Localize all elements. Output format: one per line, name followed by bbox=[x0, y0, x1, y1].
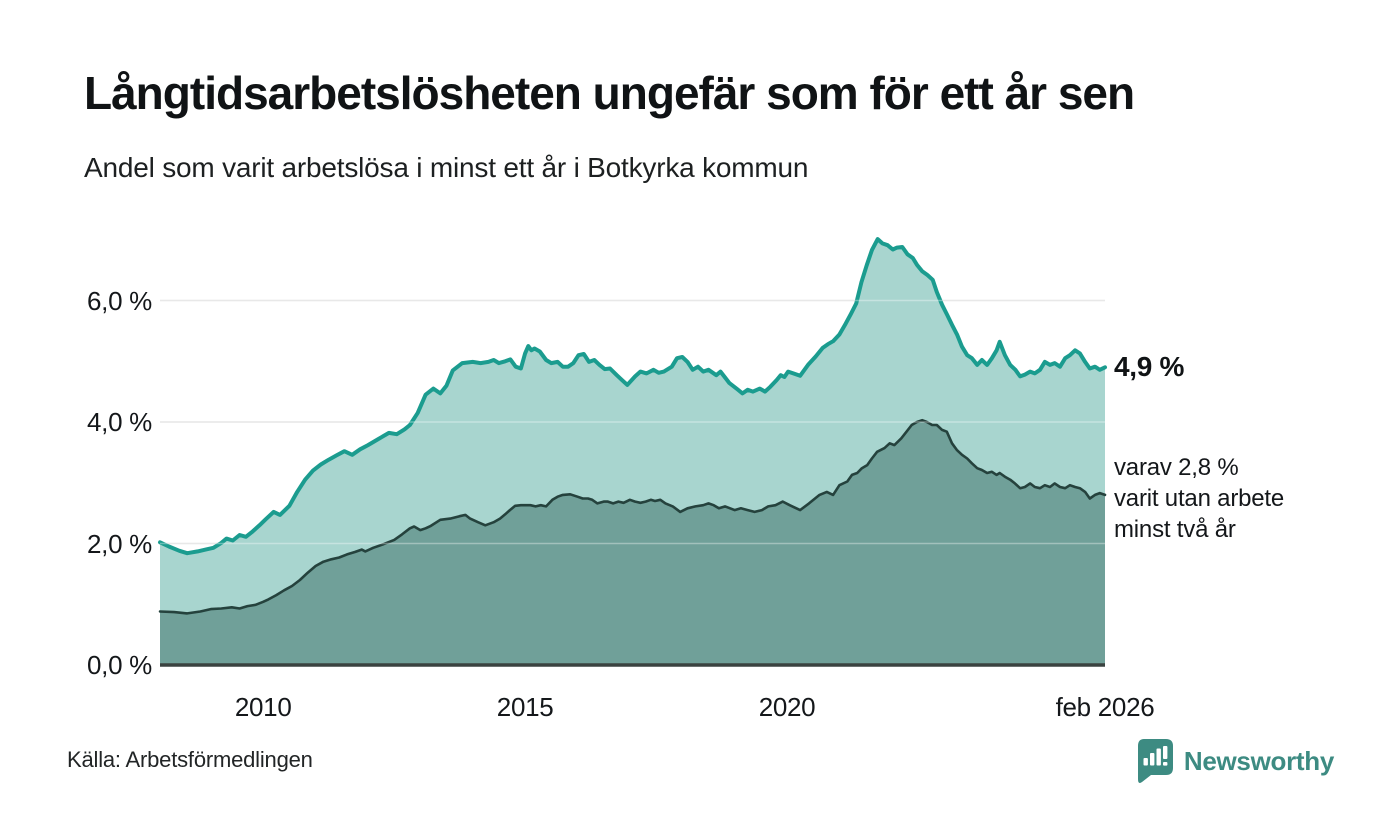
series2-end-annotation: varav 2,8 % varit utan arbete minst två … bbox=[1114, 454, 1285, 543]
brand-name: Newsworthy bbox=[1183, 745, 1334, 776]
y-tick-label: 2,0 % bbox=[87, 528, 152, 559]
y-tick-label: 4,0 % bbox=[87, 407, 152, 437]
x-tick-label: feb 2026 bbox=[1055, 692, 1155, 722]
y-tick-label: 6,0 % bbox=[87, 285, 152, 316]
x-tick-label: 2015 bbox=[496, 692, 554, 722]
x-tick-label: 2010 bbox=[234, 692, 292, 722]
brand-lockup: Newsworthy bbox=[1135, 738, 1334, 784]
series-line-1 bbox=[158, 237, 1107, 556]
source-credit: Källa: Arbetsförmedlingen bbox=[67, 747, 313, 772]
y-tick-label: 0,0 % bbox=[87, 650, 152, 680]
series-area-2 bbox=[160, 420, 1105, 665]
chart-subtitle: Andel som varit arbetslösa i minst ett å… bbox=[84, 152, 809, 183]
chart-title: Långtidsarbetslösheten ungefär som för e… bbox=[84, 67, 1135, 119]
series-end-value-label: 4,9 % bbox=[1114, 351, 1185, 382]
series-area-1 bbox=[160, 239, 1105, 665]
x-tick-label: 2020 bbox=[758, 692, 816, 722]
series-line-2 bbox=[158, 418, 1107, 615]
newsworthy-logo-icon bbox=[1135, 738, 1174, 784]
